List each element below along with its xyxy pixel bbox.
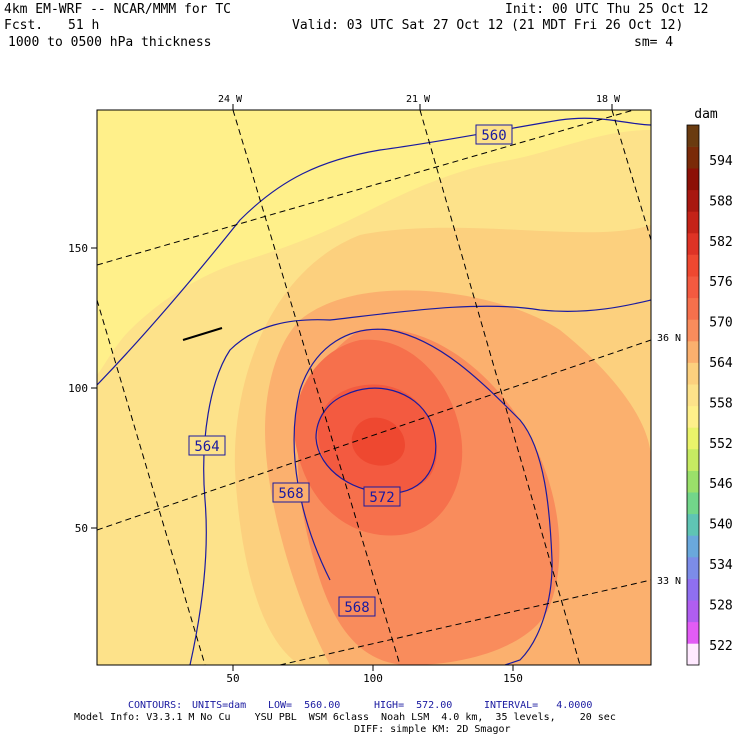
thickness-shading	[97, 110, 651, 665]
legend-swatch	[687, 146, 699, 169]
legend-level-label: 594	[709, 154, 733, 169]
latitude-label: 33 N	[657, 576, 681, 587]
legend-swatch	[687, 405, 699, 428]
legend-level-label: 522	[709, 639, 732, 654]
contours-units: UNITS=dam	[192, 700, 247, 711]
legend-labels: 594 588 582 576 570 564 558 552 546 540 534 528 522	[709, 154, 733, 654]
legend-level-label: 564	[709, 356, 733, 371]
legend-swatch	[687, 168, 699, 191]
contour-label-572: 572	[363, 486, 401, 507]
thickness-contours	[97, 117, 651, 665]
legend-level-label: 552	[709, 437, 732, 452]
y-tick-label: 100	[68, 382, 88, 395]
x-tick-label: 150	[503, 672, 523, 685]
color-legend	[687, 125, 699, 666]
legend-swatch	[687, 492, 699, 515]
svg-text:568: 568	[344, 600, 369, 616]
contours-label: CONTOURS:	[128, 700, 183, 711]
legend-swatch	[687, 254, 699, 277]
wind-barb-icon	[182, 327, 223, 341]
init-time: Init: 00 UTC Thu 25 Oct 12	[505, 2, 709, 17]
legend-swatch	[687, 233, 699, 255]
legend-level-label: 534	[709, 558, 733, 573]
lat-lon-grid	[97, 110, 651, 665]
latitude-label: 36 N	[657, 333, 681, 344]
model-title: 4km EM-WRF -- NCAR/MMM for TC	[4, 2, 231, 17]
legend-swatch	[687, 470, 699, 493]
legend-level-label: 576	[709, 275, 732, 290]
valid-time: Valid: 03 UTC Sat 27 Oct 12 (21 MDT Fri …	[292, 18, 684, 33]
field-name: 1000 to 0500 hPa thickness	[8, 35, 212, 50]
legend-swatch	[687, 384, 699, 407]
legend-level-label: 540	[709, 518, 732, 533]
legend-swatch	[687, 557, 699, 579]
contours-low: LOW= 560.00	[268, 700, 341, 711]
longitude-label: 21 W	[406, 94, 431, 105]
contour-label-568-south: 568	[338, 596, 376, 617]
legend-swatch	[687, 643, 699, 666]
model-info-diffusion: DIFF: simple KM: 2D Smagor	[354, 724, 511, 735]
svg-text:564: 564	[194, 439, 219, 455]
legend-swatch	[687, 211, 699, 234]
legend-level-label: 528	[709, 598, 732, 613]
legend-level-label: 558	[709, 396, 732, 411]
svg-text:560: 560	[481, 128, 506, 144]
contours-interval: INTERVAL= 4.0000	[484, 700, 593, 711]
forecast-label: Fcst.	[4, 18, 44, 33]
axis-ticks	[91, 104, 613, 671]
legend-swatch	[687, 276, 699, 299]
svg-text:572: 572	[369, 490, 394, 506]
legend-level-label: 588	[709, 194, 732, 209]
legend-swatch	[687, 578, 699, 601]
legend-unit: dam	[694, 107, 718, 122]
legend-swatch	[687, 513, 699, 536]
contour-label-560: 560	[475, 124, 513, 145]
longitude-label: 18 W	[596, 94, 621, 105]
legend-swatch	[687, 449, 699, 471]
legend-level-label: 570	[709, 316, 732, 331]
legend-swatch	[687, 600, 699, 623]
longitude-label: 24 W	[218, 94, 243, 105]
legend-swatch	[687, 535, 699, 558]
legend-frame	[686, 124, 700, 666]
forecast-hour: 51 h	[68, 18, 100, 33]
contour-label-568: 568	[272, 482, 310, 503]
legend-swatch	[687, 125, 699, 147]
svg-text:568: 568	[278, 486, 303, 502]
y-tick-label: 150	[68, 242, 88, 255]
smoothing-value: sm= 4	[634, 35, 674, 50]
legend-level-label: 582	[709, 235, 732, 250]
y-tick-label: 50	[75, 522, 88, 535]
model-info: Model Info: V3.3.1 M No Cu YSU PBL WSM 6…	[74, 712, 616, 723]
legend-swatch	[687, 319, 699, 342]
contour-label-564: 564	[188, 435, 226, 456]
x-tick-label: 50	[226, 672, 239, 685]
legend-swatch	[687, 621, 699, 644]
legend-swatch	[687, 427, 699, 450]
legend-swatch	[687, 341, 699, 363]
x-tick-label: 100	[363, 672, 383, 685]
legend-level-label: 546	[709, 477, 732, 492]
contours-high: HIGH= 572.00	[374, 700, 453, 711]
legend-swatch	[687, 189, 699, 212]
legend-swatch	[687, 362, 699, 385]
legend-swatch	[687, 297, 699, 320]
